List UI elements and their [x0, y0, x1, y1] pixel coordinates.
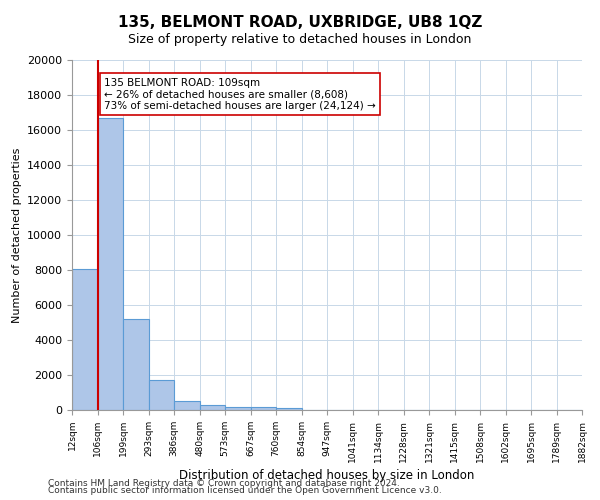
Text: Size of property relative to detached houses in London: Size of property relative to detached ho…	[128, 32, 472, 46]
Bar	[251, 408, 276, 410]
Bar	[149, 380, 174, 410]
Text: 135 BELMONT ROAD: 109sqm
← 26% of detached houses are smaller (8,608)
73% of sem: 135 BELMONT ROAD: 109sqm ← 26% of detach…	[104, 78, 376, 110]
Y-axis label: Number of detached properties: Number of detached properties	[11, 148, 22, 322]
Bar	[72, 269, 98, 410]
Text: Contains public sector information licensed under the Open Government Licence v3: Contains public sector information licen…	[48, 486, 442, 495]
Bar	[123, 319, 149, 410]
Text: 135, BELMONT ROAD, UXBRIDGE, UB8 1QZ: 135, BELMONT ROAD, UXBRIDGE, UB8 1QZ	[118, 15, 482, 30]
Text: Contains HM Land Registry data © Crown copyright and database right 2024.: Contains HM Land Registry data © Crown c…	[48, 478, 400, 488]
Bar	[98, 118, 123, 410]
Bar	[200, 405, 225, 410]
Bar	[276, 408, 302, 410]
Bar	[225, 406, 251, 410]
Bar	[174, 401, 200, 410]
X-axis label: Distribution of detached houses by size in London: Distribution of detached houses by size …	[179, 469, 475, 482]
